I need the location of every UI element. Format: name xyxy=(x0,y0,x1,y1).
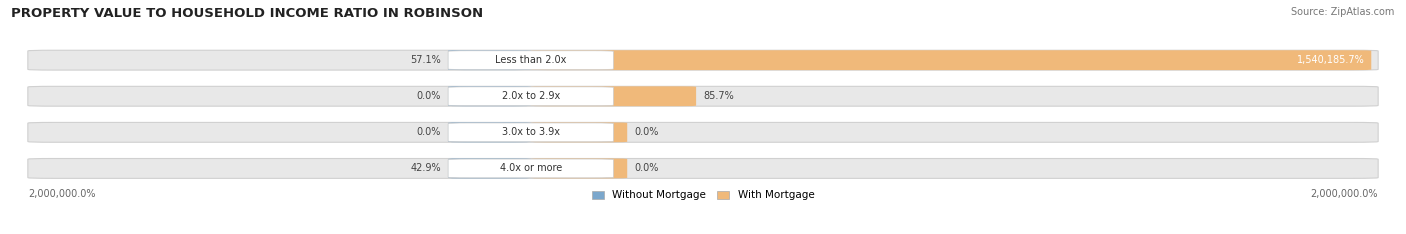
Text: PROPERTY VALUE TO HOUSEHOLD INCOME RATIO IN ROBINSON: PROPERTY VALUE TO HOUSEHOLD INCOME RATIO… xyxy=(11,7,484,20)
Text: Source: ZipAtlas.com: Source: ZipAtlas.com xyxy=(1291,7,1395,17)
FancyBboxPatch shape xyxy=(28,50,1378,70)
FancyBboxPatch shape xyxy=(449,122,531,142)
Text: 4.0x or more: 4.0x or more xyxy=(499,163,562,173)
Text: 42.9%: 42.9% xyxy=(411,163,441,173)
FancyBboxPatch shape xyxy=(449,87,613,106)
Text: Less than 2.0x: Less than 2.0x xyxy=(495,55,567,65)
Text: 57.1%: 57.1% xyxy=(411,55,441,65)
Text: 2,000,000.0%: 2,000,000.0% xyxy=(1310,189,1378,199)
FancyBboxPatch shape xyxy=(531,122,627,142)
FancyBboxPatch shape xyxy=(531,50,1371,70)
FancyBboxPatch shape xyxy=(28,122,1378,142)
FancyBboxPatch shape xyxy=(449,50,531,70)
Text: 0.0%: 0.0% xyxy=(416,127,441,137)
Text: 2,000,000.0%: 2,000,000.0% xyxy=(28,189,96,199)
Text: 0.0%: 0.0% xyxy=(634,163,658,173)
FancyBboxPatch shape xyxy=(531,158,627,178)
Text: 0.0%: 0.0% xyxy=(416,91,441,101)
FancyBboxPatch shape xyxy=(28,158,1378,178)
Text: 3.0x to 3.9x: 3.0x to 3.9x xyxy=(502,127,560,137)
FancyBboxPatch shape xyxy=(449,123,613,142)
FancyBboxPatch shape xyxy=(449,159,613,178)
FancyBboxPatch shape xyxy=(449,158,531,178)
FancyBboxPatch shape xyxy=(531,86,696,106)
FancyBboxPatch shape xyxy=(449,51,613,69)
Text: 0.0%: 0.0% xyxy=(634,127,658,137)
Text: 85.7%: 85.7% xyxy=(703,91,734,101)
FancyBboxPatch shape xyxy=(28,86,1378,106)
FancyBboxPatch shape xyxy=(449,86,531,106)
Text: 2.0x to 2.9x: 2.0x to 2.9x xyxy=(502,91,560,101)
Text: 1,540,185.7%: 1,540,185.7% xyxy=(1296,55,1364,65)
Legend: Without Mortgage, With Mortgage: Without Mortgage, With Mortgage xyxy=(588,186,818,205)
